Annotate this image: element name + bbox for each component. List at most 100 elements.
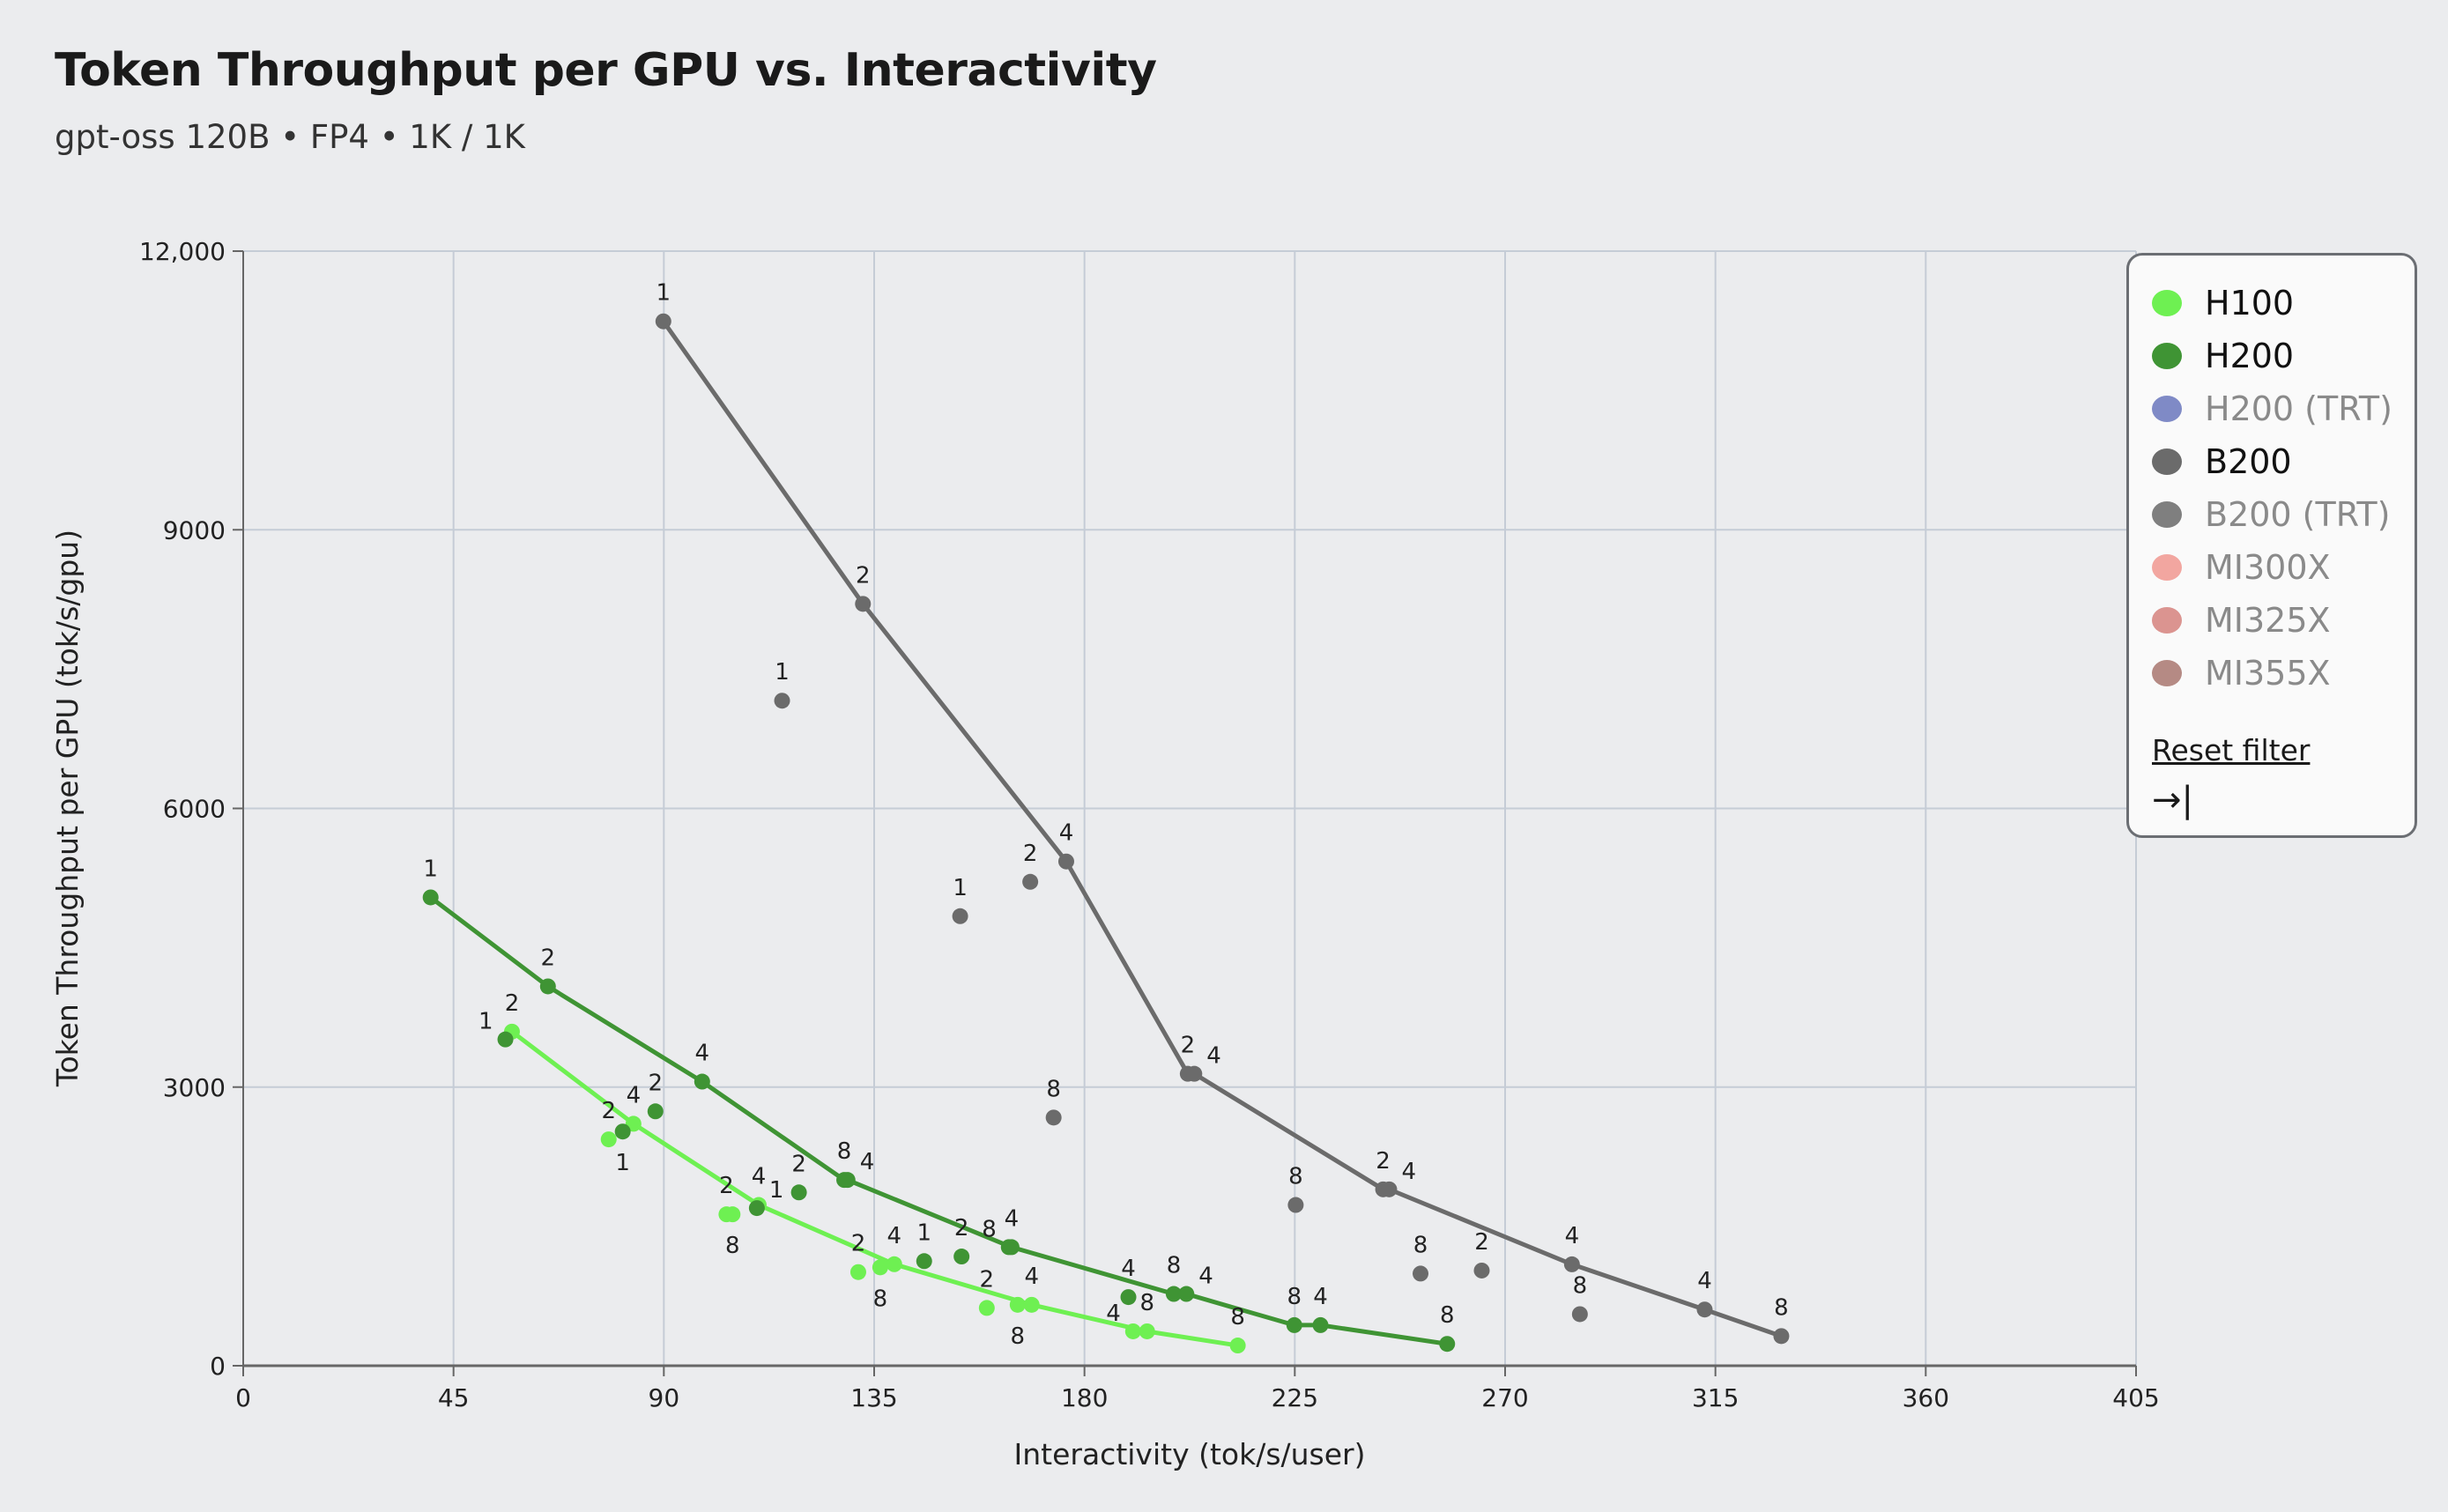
point-label: 2 <box>601 1098 616 1124</box>
legend-swatch-icon <box>2152 396 2182 422</box>
axes: 0 45 90 135 180 225 270 315 360 405 0 3000 6000 9000 1… <box>139 237 2160 1412</box>
y-tick-label: 9000 <box>163 515 226 545</box>
legend-label: H100 <box>2205 284 2295 322</box>
frontier-point-h200 <box>1439 1336 1456 1353</box>
legend-item-h100[interactable]: H100 <box>2152 277 2415 330</box>
point-label: 8 <box>1288 1164 1303 1190</box>
point-label: 4 <box>1313 1284 1328 1310</box>
point-label: 2 <box>1181 1033 1196 1059</box>
y-tick-label: 3000 <box>163 1073 226 1102</box>
point-label: 1 <box>478 1009 493 1035</box>
frontier-point-b200 <box>1773 1328 1790 1345</box>
point-label: 4 <box>1121 1256 1136 1282</box>
point-b200 <box>1045 1109 1062 1126</box>
x-tick-label: 405 <box>2112 1383 2159 1412</box>
point-label: 4 <box>695 1041 710 1067</box>
frontier-point-h200 <box>839 1172 856 1189</box>
frontier-point-b200 <box>1057 853 1074 870</box>
y-tick-label: 12,000 <box>139 237 226 266</box>
point-label: 2 <box>505 990 520 1017</box>
point-b200 <box>774 693 790 709</box>
x-tick-label: 135 <box>850 1383 897 1412</box>
point-label: 1 <box>953 875 968 901</box>
x-tick-label: 360 <box>1903 1383 1949 1412</box>
point-label: 4 <box>1697 1268 1712 1294</box>
point-label: 4 <box>1401 1159 1416 1185</box>
point-label: 8 <box>1774 1294 1789 1321</box>
point-label: 4 <box>1198 1264 1213 1290</box>
point-label: 2 <box>954 1215 969 1241</box>
frontier-point-b200 <box>1381 1181 1398 1197</box>
point-label: 2 <box>649 1070 664 1096</box>
legend-item-b200-trt[interactable]: B200 (TRT) <box>2152 488 2415 541</box>
legend-item-h200-trt[interactable]: H200 (TRT) <box>2152 382 2415 435</box>
point-label: 2 <box>719 1173 734 1199</box>
x-tick-label: 180 <box>1061 1383 1108 1412</box>
point-label: 2 <box>1376 1148 1391 1175</box>
point-label: 4 <box>887 1223 902 1249</box>
frontier-point-h100 <box>1023 1296 1040 1313</box>
frontier-point-h200 <box>1286 1316 1302 1333</box>
collapse-legend-icon[interactable]: →| <box>2152 780 2193 820</box>
point-label: 2 <box>1023 841 1038 867</box>
point-label: 4 <box>1106 1301 1121 1327</box>
point-b200 <box>952 908 968 924</box>
point-label: 1 <box>775 659 790 686</box>
point-h100 <box>600 1131 617 1148</box>
legend-label: B200 (TRT) <box>2205 495 2391 534</box>
x-axis-label: Interactivity (tok/s/user) <box>1014 1437 1366 1471</box>
chart-subtitle: gpt-oss 120B • FP4 • 1K / 1K <box>55 118 525 156</box>
point-h100 <box>872 1259 888 1276</box>
point-label: 1 <box>615 1150 630 1176</box>
point-label: 4 <box>752 1164 767 1190</box>
point-label: 1 <box>769 1177 784 1204</box>
point-h200 <box>748 1200 765 1217</box>
point-label: 2 <box>1474 1229 1489 1256</box>
point-b200 <box>1473 1262 1490 1279</box>
legend-swatch-icon <box>2152 501 2182 528</box>
point-label: 8 <box>873 1286 888 1312</box>
point-label: 8 <box>1230 1304 1245 1330</box>
series-h100 <box>503 1023 1246 1354</box>
point-h100 <box>849 1264 866 1280</box>
frontier-point-h200 <box>539 978 556 995</box>
legend-swatch-icon <box>2152 290 2182 316</box>
reset-filter-link[interactable]: Reset filter <box>2152 733 2311 767</box>
legend-label: H200 <box>2205 337 2295 375</box>
point-b200 <box>1287 1197 1304 1213</box>
point-h200 <box>790 1184 807 1201</box>
legend-swatch-icon <box>2152 448 2182 475</box>
y-tick-label: 0 <box>210 1352 226 1381</box>
legend-item-mi325x[interactable]: MI325X <box>2152 594 2415 647</box>
point-label: 8 <box>1011 1323 1026 1350</box>
legend-item-mi355x[interactable]: MI355X <box>2152 647 2415 700</box>
frontier-point-h200 <box>1165 1286 1182 1302</box>
legend-item-h200[interactable]: H200 <box>2152 330 2415 382</box>
frontier-point-b200 <box>655 313 671 330</box>
point-h200 <box>1120 1289 1137 1306</box>
point-h100 <box>724 1206 741 1223</box>
chart-title: Token Throughput per GPU vs. Interactivi… <box>55 44 1157 97</box>
point-b200 <box>1571 1306 1588 1323</box>
point-label: 1 <box>916 1219 931 1246</box>
point-label: 4 <box>1024 1264 1039 1290</box>
legend-item-mi300x[interactable]: MI300X <box>2152 541 2415 594</box>
point-label: 2 <box>980 1266 995 1293</box>
point-b200 <box>1413 1265 1429 1282</box>
legend-item-b200[interactable]: B200 <box>2152 435 2415 488</box>
frontier-point-h100 <box>886 1256 902 1272</box>
point-h200 <box>497 1031 514 1048</box>
point-label: 1 <box>657 280 671 307</box>
point-label: 1 <box>423 856 438 882</box>
frontier-point-h100 <box>1139 1323 1155 1339</box>
legend-label: B200 <box>2205 442 2292 481</box>
point-label: 2 <box>851 1231 866 1257</box>
point-label: 4 <box>1005 1205 1020 1232</box>
legend-label: MI300X <box>2205 548 2331 587</box>
point-h200 <box>614 1123 631 1140</box>
point-label: 8 <box>1440 1302 1455 1329</box>
frontier-point-h200 <box>694 1073 710 1090</box>
point-label: 2 <box>856 562 871 589</box>
point-label: 8 <box>1573 1272 1588 1299</box>
